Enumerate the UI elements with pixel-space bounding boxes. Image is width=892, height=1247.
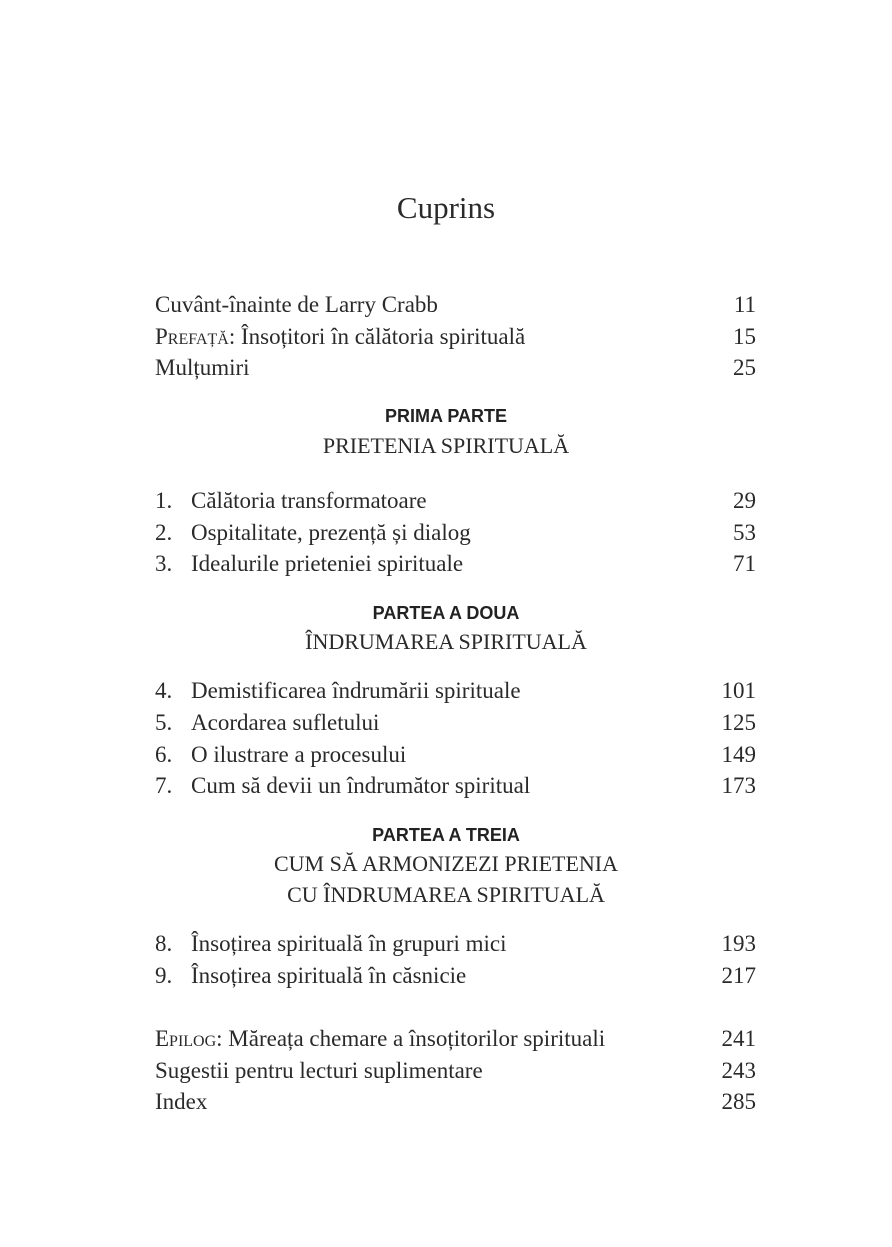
chapter-number: 5. — [155, 710, 173, 735]
page-number: 241 — [721, 1026, 757, 1051]
chapter-number: 1. — [155, 488, 173, 513]
chapter-title: O ilustrare a procesului — [191, 742, 407, 767]
chapter-entry: 5. Acordarea sufletului 125 — [155, 708, 756, 738]
page-number: 217 — [721, 963, 757, 988]
entry-label: : Măreața chemare a însoțitorilor spirit… — [216, 1026, 606, 1051]
toc-entry: Sugestii pentru lecturi suplimentare 243 — [155, 1056, 756, 1086]
page-number: 25 — [733, 355, 756, 380]
page-number: 71 — [733, 551, 756, 576]
chapter-number: 3. — [155, 551, 173, 576]
chapter-number: 7. — [155, 773, 173, 798]
page-number: 125 — [721, 710, 757, 735]
chapter-entry: 1. Călătoria transformatoare 29 — [155, 486, 756, 516]
part-heading: PARTEA A DOUA — [372, 603, 520, 623]
part-subtitle: CUM SĂ ARMONIZEZI PRIETENIA — [273, 851, 619, 876]
chapter-entry: 2. Ospitalitate, prezență și dialog 53 — [155, 518, 756, 548]
page-number: 149 — [721, 742, 757, 767]
chapter-number: 8. — [155, 931, 173, 956]
page-title: Cuprins — [396, 190, 496, 225]
toc-entry: Mulțumiri 25 — [155, 353, 756, 383]
toc-entry: Index 285 — [155, 1087, 756, 1117]
part-subtitle: ÎNDRUMAREA SPIRITUALĂ — [305, 629, 587, 654]
page-number: 11 — [733, 292, 756, 317]
chapter-title: Însoțirea spirituală în căsnicie — [191, 963, 467, 988]
page-number: 53 — [733, 520, 756, 545]
chapter-number: 2. — [155, 520, 173, 545]
page-number: 15 — [733, 324, 756, 349]
part-subtitle: CU ÎNDRUMAREA SPIRITUALĂ — [287, 882, 605, 907]
part-subtitle: PRIETENIA SPIRITUALĂ — [322, 433, 570, 458]
chapter-title: Ospitalitate, prezență și dialog — [191, 520, 471, 545]
chapter-number: 6. — [155, 742, 173, 767]
page-number: 101 — [721, 678, 757, 703]
entry-label: Cuvânt-înainte de Larry Crabb — [155, 292, 438, 317]
part-heading: PRIMA PARTE — [384, 406, 507, 426]
chapter-title: Cum să devii un îndrumător spiritual — [191, 773, 531, 798]
chapter-title: Demistificarea îndrumării spirituale — [191, 678, 521, 703]
entry-prefix: Prefață — [155, 324, 229, 349]
chapter-title: Idealurile prieteniei spirituale — [191, 551, 464, 576]
chapter-entry: 8. Însoțirea spirituală în grupuri mici 19… — [155, 929, 756, 959]
entry-label: Mulțumiri — [155, 355, 250, 380]
page-number: 29 — [733, 488, 756, 513]
toc-entry: Cuvânt-înainte de Larry Crabb 11 — [155, 290, 756, 320]
entry-label: Sugestii pentru lecturi suplimentare — [155, 1058, 483, 1083]
chapter-entry: 4. Demistificarea îndrumării spirituale 10… — [155, 676, 756, 706]
chapter-entry: 9. Însoțirea spirituală în căsnicie 217 — [155, 961, 756, 991]
toc-entry: Epilog: Măreața chemare a însoțitorilor … — [155, 1024, 756, 1054]
chapter-title: Însoțirea spirituală în grupuri mici — [191, 931, 507, 956]
part-heading: PARTEA A TREIA — [372, 825, 520, 845]
toc-entry: Prefață: Însoțitori în călătoria spiritu… — [155, 322, 756, 352]
chapter-title: Acordarea sufletului — [191, 710, 380, 735]
page-number: 285 — [721, 1089, 757, 1114]
page-number: 173 — [721, 773, 757, 798]
entry-label: Index — [155, 1089, 208, 1114]
chapter-entry: 7. Cum să devii un îndrumător spiritual 17… — [155, 771, 756, 801]
chapter-entry: 6. O ilustrare a procesului 149 — [155, 740, 756, 770]
chapter-entry: 3. Idealurile prieteniei spirituale 71 — [155, 549, 756, 579]
page-number: 193 — [721, 931, 757, 956]
entry-label: : Însoțitori în călătoria spirituală — [228, 324, 526, 349]
page-number: 243 — [721, 1058, 757, 1083]
chapter-number: 4. — [155, 678, 173, 703]
chapter-number: 9. — [155, 963, 173, 988]
entry-prefix: Epilog — [155, 1026, 217, 1051]
chapter-title: Călătoria transformatoare — [191, 488, 427, 513]
